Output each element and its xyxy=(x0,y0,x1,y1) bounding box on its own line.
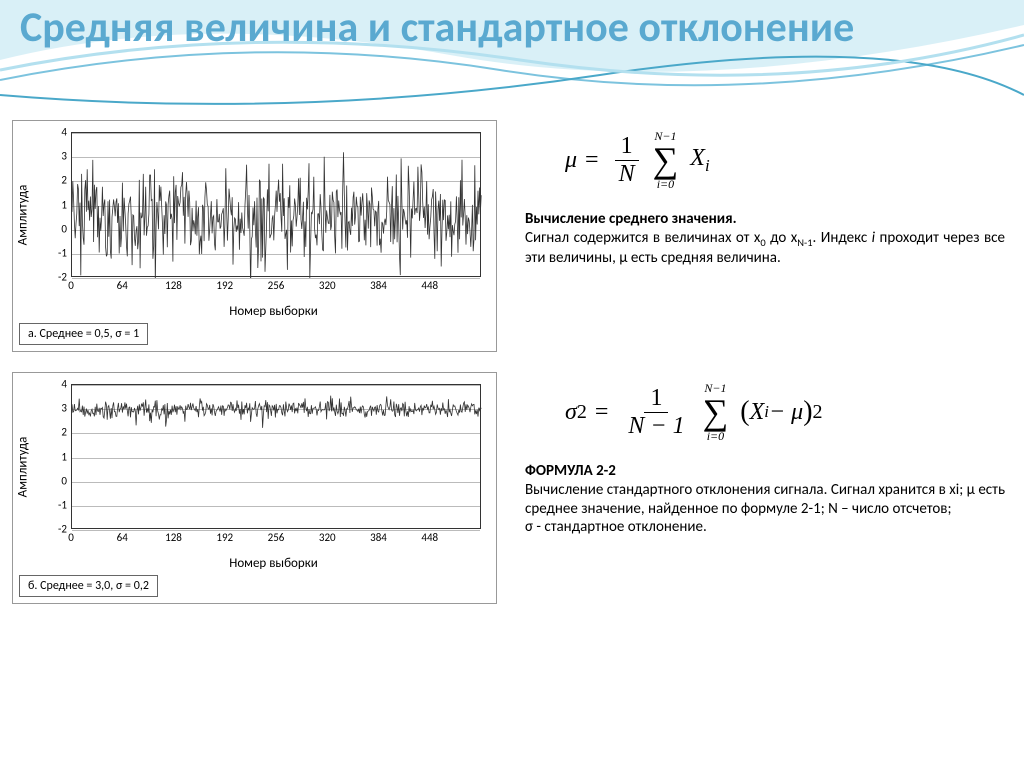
f2-close: ) xyxy=(803,396,812,428)
chart-b-xlabel: Номер выборки xyxy=(59,556,488,571)
f2-sum-bot: i=0 xyxy=(707,429,724,443)
f1-den: N xyxy=(619,161,635,187)
xtick: 192 xyxy=(216,279,233,292)
ytick: 0 xyxy=(51,222,67,235)
desc1-title: Вычисление среднего значения. xyxy=(525,210,737,228)
xtick: 0 xyxy=(68,279,74,292)
xtick: 256 xyxy=(268,279,285,292)
f2-lhs: σ xyxy=(565,399,577,426)
desc1-b: до x xyxy=(766,229,797,247)
f2-minus: − μ xyxy=(769,399,803,426)
ytick: -1 xyxy=(51,498,67,511)
chart-b-ylabel: Амплитуда xyxy=(16,436,31,497)
xtick: 448 xyxy=(421,279,438,292)
f2-lhs-sup: 2 xyxy=(577,401,587,424)
chart-a-legend: а. Среднее = 0,5, σ = 1 xyxy=(19,323,148,345)
xtick: 0 xyxy=(68,531,74,544)
desc2-body2: σ - стандартное отклонение. xyxy=(525,518,707,536)
ytick: -2 xyxy=(51,271,67,284)
ytick: 1 xyxy=(51,198,67,211)
f1-sigma: N−1 ∑ i=0 xyxy=(653,130,679,190)
desc1-c: . Индекс xyxy=(813,229,872,247)
content-area: Амплитуда -2-101234064128192256320384448… xyxy=(12,120,1012,624)
f2-X: X xyxy=(750,399,765,426)
f1-eq: = xyxy=(585,147,599,174)
ytick: 2 xyxy=(51,426,67,439)
f2-num: 1 xyxy=(644,385,668,413)
f1-sum-sym: ∑ xyxy=(653,142,679,178)
formula-mean: μ = 1 N N−1 ∑ i=0 Xi xyxy=(565,130,1005,190)
f2-frac: 1 N − 1 xyxy=(622,385,690,440)
chart-b: Амплитуда -2 -1 0 1 2 3 4 0 64 128 192 256 320 384 448… xyxy=(12,372,497,604)
ytick: 3 xyxy=(51,402,67,415)
f1-sum-bot: i=0 xyxy=(657,177,674,191)
xtick: 256 xyxy=(268,531,285,544)
desc1: Вычисление среднего значения. Сигнал сод… xyxy=(525,210,1005,268)
ytick: 2 xyxy=(51,174,67,187)
ytick: 1 xyxy=(51,450,67,463)
desc2-body: Вычисление стандартного отклонения сигна… xyxy=(525,481,1005,518)
ytick: -2 xyxy=(51,523,67,536)
f1-lhs: μ xyxy=(565,147,577,174)
row-2: Амплитуда -2 -1 0 1 2 3 4 0 64 128 192 256 320 384 448… xyxy=(12,372,1012,604)
xtick: 64 xyxy=(117,279,128,292)
desc1-a: Сигнал содержится в величинах от x xyxy=(525,229,760,247)
chart-b-legend: б. Среднее = 3,0, σ = 0,2 xyxy=(19,575,158,597)
xtick: 64 xyxy=(117,531,128,544)
xtick: 128 xyxy=(165,279,182,292)
ytick: 4 xyxy=(51,126,67,139)
chart-a: Амплитуда -2 -1 0 1 2 3 4 0 64 128 192 256 320 384 448… xyxy=(12,120,497,352)
xtick: 192 xyxy=(216,531,233,544)
xtick: 448 xyxy=(421,531,438,544)
xtick: 128 xyxy=(165,531,182,544)
ytick: -1 xyxy=(51,246,67,259)
xtick: 384 xyxy=(370,279,387,292)
formula2-block: σ2 = 1 N − 1 N−1 ∑ i=0 ( Xi − μ )2 xyxy=(525,372,1005,537)
f2-pow: 2 xyxy=(813,401,823,424)
xtick: 384 xyxy=(370,531,387,544)
row-1: Амплитуда -2 -1 0 1 2 3 4 0 64 128 192 256 320 384 448… xyxy=(12,120,1012,352)
noise-line xyxy=(72,133,482,278)
f2-den: N − 1 xyxy=(628,413,684,439)
f1-term-sub: i xyxy=(705,155,710,174)
desc1-subN: N-1 xyxy=(797,236,812,249)
slide-title: Средняя величина и стандартное отклонени… xyxy=(20,5,854,51)
f2-sigma: N−1 ∑ i=0 xyxy=(703,382,729,442)
f1-term: X xyxy=(690,145,705,171)
chart-a-xlabel: Номер выборки xyxy=(59,304,488,319)
ytick: 4 xyxy=(51,378,67,391)
formula1-block: μ = 1 N N−1 ∑ i=0 Xi xyxy=(525,120,1005,268)
f2-eq: = xyxy=(595,399,609,426)
f2-sum-sym: ∑ xyxy=(703,394,729,430)
f1-num: 1 xyxy=(615,133,639,161)
formula-variance: σ2 = 1 N − 1 N−1 ∑ i=0 ( Xi − μ )2 xyxy=(565,382,1005,442)
f2-open: ( xyxy=(740,396,749,428)
xtick: 320 xyxy=(319,279,336,292)
ytick: 0 xyxy=(51,474,67,487)
noise-line xyxy=(72,385,482,530)
desc2: ФОРМУЛА 2-2 Вычисление стандартного откл… xyxy=(525,462,1005,537)
chart-a-ylabel: Амплитуда xyxy=(16,184,31,245)
f1-frac: 1 N xyxy=(613,133,641,188)
desc2-title: ФОРМУЛА 2-2 xyxy=(525,462,616,480)
xtick: 320 xyxy=(319,531,336,544)
ytick: 3 xyxy=(51,150,67,163)
